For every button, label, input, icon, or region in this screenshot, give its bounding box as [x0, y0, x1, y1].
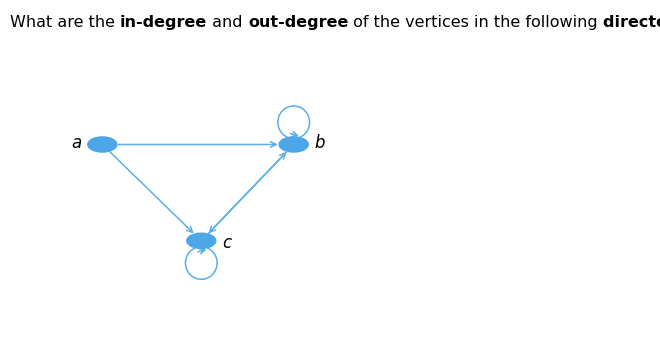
Text: of the vertices in the following: of the vertices in the following [348, 15, 603, 30]
Circle shape [88, 137, 117, 152]
Text: out-degree: out-degree [248, 15, 348, 30]
Circle shape [279, 137, 308, 152]
Text: b: b [315, 134, 325, 152]
Text: in-degree: in-degree [120, 15, 207, 30]
Circle shape [187, 233, 216, 248]
Text: a: a [71, 134, 81, 152]
Text: c: c [222, 234, 232, 251]
Text: and: and [207, 15, 248, 30]
Text: directed graph: directed graph [603, 15, 660, 30]
Text: What are the: What are the [10, 15, 120, 30]
